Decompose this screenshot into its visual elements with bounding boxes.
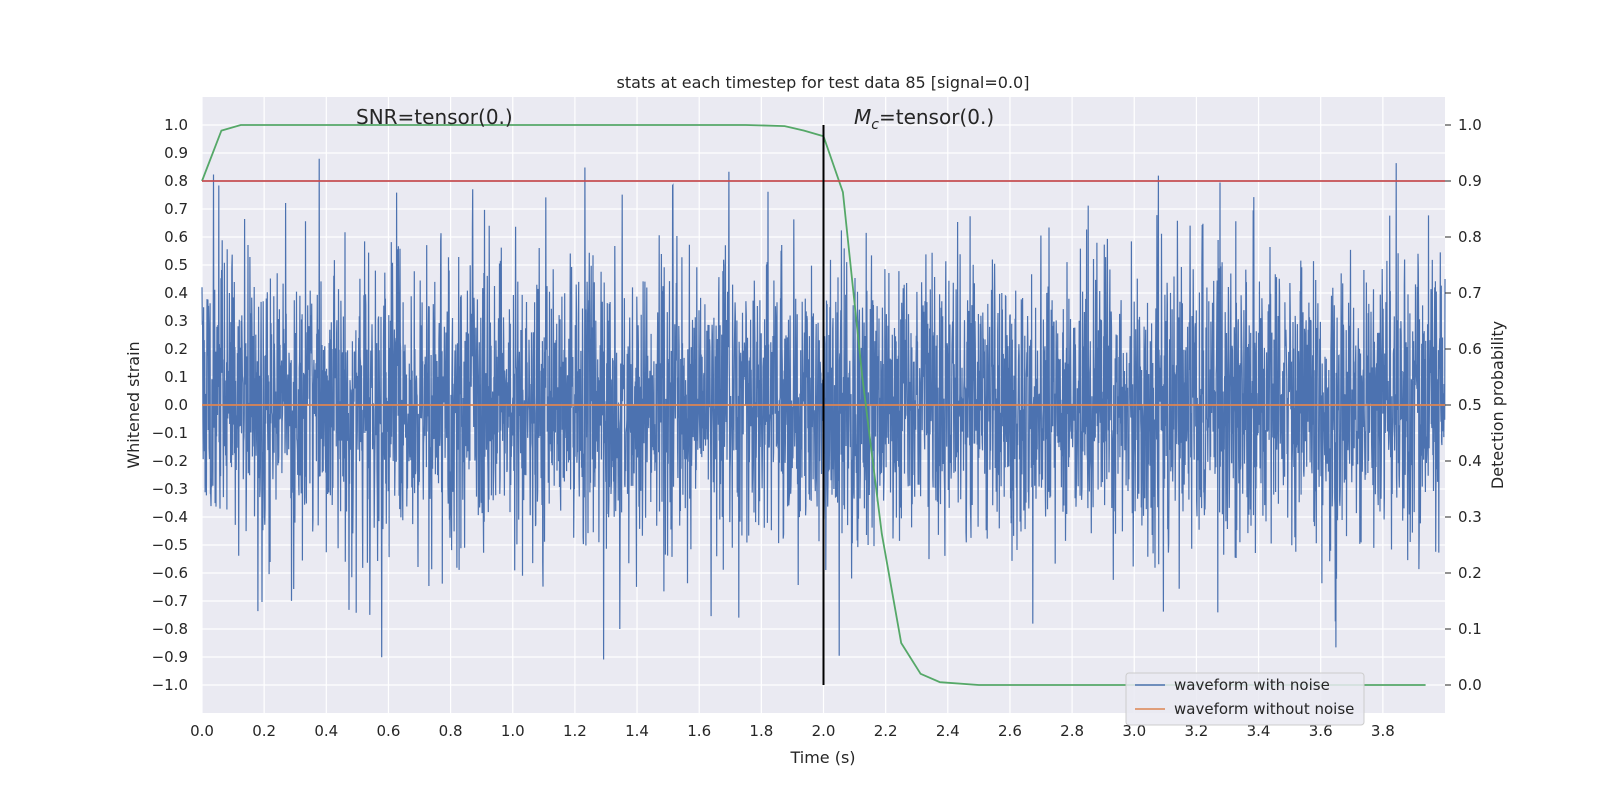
legend: waveform with noise waveform without noi… (1125, 672, 1365, 726)
y-left-tick-label: −0.6 (152, 564, 188, 582)
series-line-detection-probability (201, 124, 1426, 686)
y-left-tick-label: 0.3 (164, 312, 188, 330)
y-left-tick-label: 0.9 (164, 144, 188, 162)
x-tick-label: 0.2 (252, 722, 276, 740)
y-left-tick-label: 0.0 (164, 396, 188, 414)
y-left-tick-label: −1.0 (152, 676, 188, 694)
legend-label-noise: waveform with noise (1174, 676, 1330, 694)
x-tick-label: 2.8 (1060, 722, 1084, 740)
x-tick-label: 3.2 (1184, 722, 1208, 740)
x-axis-label: Time (s) (789, 748, 855, 767)
y-right-tick-label: 0.1 (1458, 620, 1482, 638)
legend-label-clean: waveform without noise (1174, 700, 1354, 718)
x-axis-ticks: 0.0 0.2 0.4 0.6 0.8 1.0 1.2 1.4 1.6 1.8 2.0 2.2 2.4 2… (190, 722, 1395, 740)
x-tick-label: 0.8 (439, 722, 463, 740)
y-right-tick-label: 0.0 (1458, 676, 1482, 694)
x-tick-label: 2.0 (812, 722, 836, 740)
x-tick-label: 1.8 (749, 722, 773, 740)
y-left-tick-label: −0.8 (152, 620, 188, 638)
x-tick-label: 3.0 (1122, 722, 1146, 740)
y-left-axis-ticks: 1.0 0.9 0.8 0.7 0.6 0.5 0.4 0.3 0.2 0.1 0.0 −0.1 −0.… (152, 116, 188, 694)
snr-annotation: SNR=tensor(0.) (356, 105, 513, 129)
y-left-tick-label: −0.9 (152, 648, 188, 666)
y-right-axis-label: Detection probability (1488, 321, 1507, 489)
x-tick-label: 1.0 (501, 722, 525, 740)
y-left-axis-label: Whitened strain (124, 341, 143, 468)
x-tick-label: 1.2 (563, 722, 587, 740)
x-tick-label: 3.8 (1371, 722, 1395, 740)
x-tick-label: 2.6 (998, 722, 1022, 740)
series-lines (201, 124, 1445, 686)
y-right-tick-label: 0.4 (1458, 452, 1482, 470)
y-right-tick-label: 0.9 (1458, 172, 1482, 190)
y-left-tick-label: 0.1 (164, 368, 188, 386)
y-right-axis-ticks: 1.0 0.9 0.8 0.7 0.6 0.5 0.4 0.3 0.2 0.1 0.0 (1445, 116, 1482, 694)
x-tick-label: 0.6 (377, 722, 401, 740)
y-left-tick-label: 0.6 (164, 228, 188, 246)
x-tick-label: 2.4 (936, 722, 960, 740)
y-right-tick-label: 0.8 (1458, 228, 1482, 246)
x-tick-label: 0.4 (314, 722, 338, 740)
y-right-tick-label: 0.7 (1458, 284, 1482, 302)
y-left-tick-label: −0.2 (152, 452, 188, 470)
y-left-tick-label: 0.7 (164, 200, 188, 218)
y-left-tick-label: 0.4 (164, 284, 188, 302)
y-right-tick-label: 0.3 (1458, 508, 1482, 526)
chart-title: stats at each timestep for test data 85 … (617, 73, 1030, 92)
x-tick-label: 2.2 (874, 722, 898, 740)
y-left-tick-label: −0.5 (152, 536, 188, 554)
y-left-tick-label: 0.5 (164, 256, 188, 274)
y-left-tick-label: 0.2 (164, 340, 188, 358)
y-right-tick-label: 0.5 (1458, 396, 1482, 414)
x-tick-label: 1.4 (625, 722, 649, 740)
y-right-tick-label: 1.0 (1458, 116, 1482, 134)
x-tick-label: 0.0 (190, 722, 214, 740)
x-tick-label: 3.4 (1247, 722, 1271, 740)
y-left-tick-label: −0.4 (152, 508, 188, 526)
y-left-tick-label: −0.3 (152, 480, 188, 498)
y-right-tick-label: 0.6 (1458, 340, 1482, 358)
x-tick-label: 3.6 (1309, 722, 1333, 740)
y-left-tick-label: −0.1 (152, 424, 188, 442)
y-left-tick-label: 0.8 (164, 172, 188, 190)
y-left-tick-label: 1.0 (164, 116, 188, 134)
x-tick-label: 1.6 (687, 722, 711, 740)
y-left-tick-label: −0.7 (152, 592, 188, 610)
y-right-tick-label: 0.2 (1458, 564, 1482, 582)
chirp-mass-annotation: Mc=tensor(0.) (854, 105, 994, 133)
